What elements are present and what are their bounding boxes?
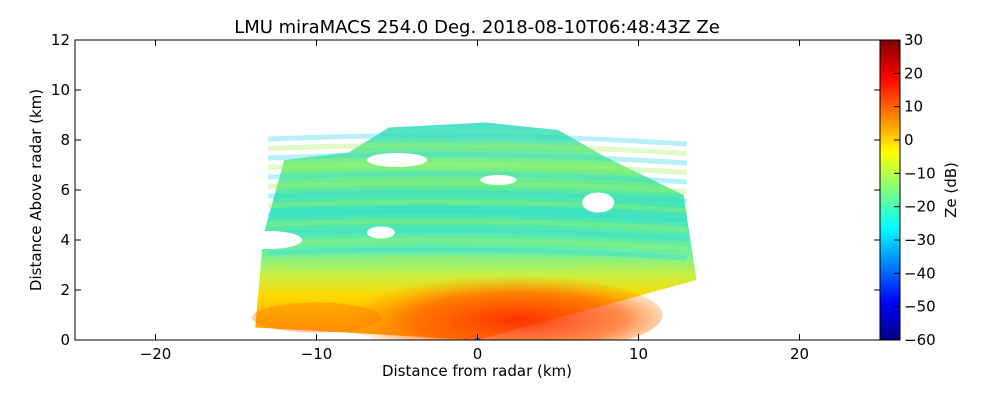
cloud-texture: [268, 142, 687, 156]
y-tick-label: 2: [60, 281, 70, 299]
colorbar-tick-label: −30: [904, 231, 936, 249]
y-tick-label: 12: [51, 31, 70, 49]
y-tick-label: 6: [60, 181, 70, 199]
cloud-texture: [268, 152, 687, 166]
colorbar-tick-label: −40: [904, 264, 936, 282]
cloud-texture: [268, 190, 687, 204]
x-axis-label: Distance from radar (km): [382, 362, 572, 380]
cloud-texture: [268, 247, 687, 261]
colorbar-tick-label: 10: [904, 98, 923, 116]
precip-core: [340, 275, 663, 340]
colorbar-tick-label: −50: [904, 298, 936, 316]
cloud-texture: [268, 218, 687, 232]
echo-gap: [366, 226, 395, 239]
y-tick-label: 8: [60, 131, 70, 149]
precip-core-left: [252, 302, 381, 333]
chart-title: LMU miraMACS 254.0 Deg. 2018-08-10T06:48…: [234, 17, 720, 38]
cloud-texture: [268, 228, 687, 242]
x-tick-label: −10: [301, 345, 333, 363]
cloud-texture: [268, 161, 687, 175]
cloud-texture: [268, 199, 687, 213]
echo-gap: [480, 175, 517, 185]
y-tick-label: 0: [60, 331, 70, 349]
echo-gap: [367, 153, 427, 167]
cloud-texture: [268, 237, 687, 251]
cloud-texture: [268, 180, 687, 194]
y-tick-label: 10: [51, 81, 70, 99]
cloud-texture: [268, 209, 687, 223]
echo-gap: [234, 231, 303, 249]
y-axis-label: Distance Above radar (km): [27, 89, 45, 291]
x-tick-label: 10: [629, 345, 648, 363]
colorbar: [879, 39, 901, 341]
colorbar-label: Ze (dB): [942, 162, 960, 218]
colorbar-tick-label: 20: [904, 64, 923, 82]
colorbar-tick-label: 30: [904, 31, 923, 49]
cloud-texture: [268, 256, 687, 270]
colorbar-tick-label: −60: [904, 331, 936, 349]
colorbar-tick-label: −10: [904, 164, 936, 182]
x-tick-label: −20: [140, 345, 172, 363]
colorbar-tick-label: −20: [904, 198, 936, 216]
y-tick-label: 4: [60, 231, 70, 249]
colorbar-tick-label: 0: [904, 131, 914, 149]
echo-gap: [582, 192, 615, 213]
cloud-texture: [268, 171, 687, 185]
cloud-texture: [268, 133, 687, 147]
x-tick-label: 0: [473, 345, 483, 363]
x-tick-label: 20: [790, 345, 809, 363]
